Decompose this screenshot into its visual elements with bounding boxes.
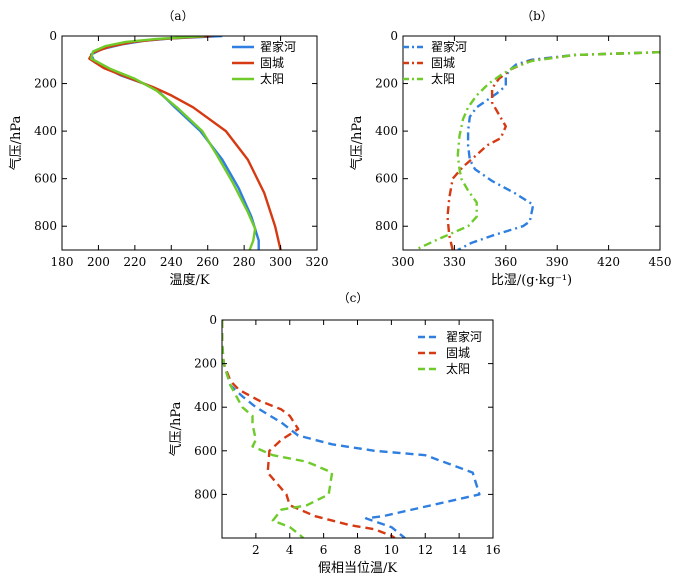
- y-tick-label: 600: [194, 444, 217, 458]
- x-tick-label: 300: [269, 255, 292, 269]
- x-tick-label: 450: [649, 255, 672, 269]
- legend-label-翟家河: 翟家河: [431, 39, 467, 54]
- y-tick-label: 400: [375, 124, 398, 138]
- legend-label-太阳: 太阳: [260, 71, 284, 86]
- x-tick-label: 10: [384, 543, 399, 557]
- y-tick-label: 0: [209, 313, 217, 327]
- x-axis-label: 假相当位温/K: [318, 561, 397, 573]
- panel-a-temperature-chart: （a） 180 200 220 240 260 280 300 320 0 200 400 600 800…: [8, 9, 328, 288]
- series-line-翟家河: [222, 320, 481, 538]
- x-tick-label: 240: [160, 255, 183, 269]
- y-tick-label: 800: [34, 219, 57, 233]
- legend-label-翟家河: 翟家河: [446, 329, 482, 344]
- panel-label: （a）: [162, 9, 193, 23]
- legend-label-太阳: 太阳: [446, 361, 470, 376]
- x-tick-label: 6: [320, 543, 328, 557]
- series-lines: [414, 51, 660, 250]
- plot-frame: [402, 35, 661, 251]
- series-lines: [222, 320, 481, 538]
- x-tick-label: 300: [392, 255, 415, 269]
- panel-c-pseudo-equivalent-potential-temperature-chart: （c） 2 4 6 8 10 12 14 16 0 200 400 600 800 假相当位温/K 气压/hP…: [168, 291, 501, 573]
- series-line-固城: [446, 51, 660, 250]
- y-tick-label: 800: [194, 487, 217, 501]
- panel-label: （c）: [338, 291, 369, 305]
- panel-label: （b）: [521, 9, 553, 23]
- x-tick-label: 280: [233, 255, 256, 269]
- x-tick-label: 330: [443, 255, 466, 269]
- x-axis-label: 温度/K: [169, 272, 209, 288]
- y-tick-label: 200: [34, 77, 57, 91]
- y-tick-label: 0: [390, 29, 398, 43]
- x-tick-label: 180: [51, 255, 74, 269]
- y-axis-label: 气压/hPa: [168, 401, 184, 456]
- x-tick-label: 420: [597, 255, 620, 269]
- legend-label-太阳: 太阳: [431, 71, 455, 86]
- series-line-太阳: [414, 51, 660, 250]
- legend-label-固城: 固城: [446, 346, 470, 360]
- legend-label-固城: 固城: [431, 56, 455, 70]
- y-tick-label: 0: [49, 29, 57, 43]
- panel-b-specific-humidity-chart: （b） 300 330 360 390 420 450 0 200 400 600 800 比湿/(g·…: [349, 9, 671, 288]
- x-tick-label: 260: [196, 255, 219, 269]
- series-line-太阳: [222, 320, 334, 538]
- x-tick-label: 390: [546, 255, 569, 269]
- y-tick-label: 800: [375, 219, 398, 233]
- x-tick-label: 2: [252, 543, 260, 557]
- legend-label-翟家河: 翟家河: [260, 39, 296, 54]
- x-tick-label: 8: [354, 543, 362, 557]
- y-tick-label: 600: [375, 172, 398, 186]
- y-axis-label: 气压/hPa: [8, 115, 24, 170]
- x-tick-label: 200: [87, 255, 110, 269]
- y-tick-label: 400: [34, 124, 57, 138]
- x-tick-label: 360: [494, 255, 517, 269]
- x-tick-label: 14: [451, 543, 467, 557]
- x-tick-label: 220: [123, 255, 146, 269]
- x-axis-label: 比湿/(g·kg⁻¹): [491, 273, 572, 288]
- series-lines: [88, 36, 282, 250]
- y-tick-label: 200: [194, 357, 217, 371]
- series-line-太阳: [89, 36, 257, 250]
- x-tick-label: 320: [306, 255, 329, 269]
- x-tick-label: 16: [485, 543, 500, 557]
- y-tick-label: 600: [34, 172, 57, 186]
- series-line-翟家河: [457, 51, 660, 250]
- y-tick-label: 200: [375, 77, 398, 91]
- x-tick-label: 12: [418, 543, 433, 557]
- x-tick-label: 4: [286, 543, 294, 557]
- y-tick-label: 400: [194, 400, 217, 414]
- legend-label-固城: 固城: [260, 56, 284, 70]
- y-axis-label: 气压/hPa: [349, 115, 365, 170]
- plot-frame: [61, 35, 318, 251]
